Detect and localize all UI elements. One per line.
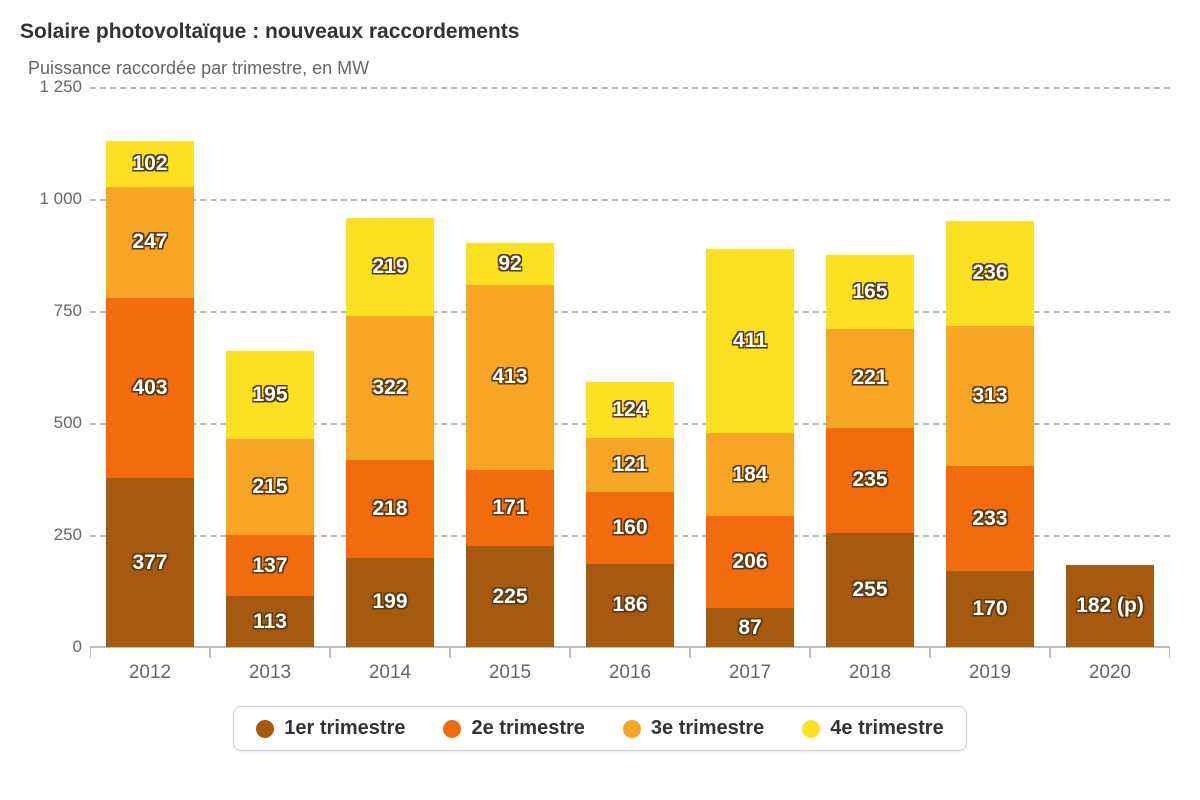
bar-segment: 255 [826,533,914,647]
legend-swatch [802,720,820,738]
bar-segment: 219 [346,218,434,316]
bar-segment: 206 [706,516,794,608]
stacked-bar: 182 (p) [1066,565,1154,647]
stacked-bar: 87206184411 [706,249,794,647]
stacked-bar: 22517141392 [466,243,554,647]
x-axis-tick: 2017 [690,648,810,684]
bar-segment: 322 [346,316,434,460]
bar-segment: 377 [106,478,194,647]
stacked-bar: 377403247102 [106,141,194,647]
x-axis-tick: 2020 [1050,648,1170,684]
bar-slot: 199218322219 [330,87,450,647]
bar-segment: 165 [826,255,914,329]
bar-slot: 377403247102 [90,87,210,647]
stacked-bar: 186160121124 [586,382,674,647]
legend-label: 3e trimestre [651,717,764,740]
x-axis-tick: 2014 [330,648,450,684]
x-axis-tick: 2012 [90,648,210,684]
legend-label: 1er trimestre [284,717,405,740]
stacked-bar: 170233313236 [946,221,1034,647]
bar-segment: 313 [946,326,1034,466]
legend-item[interactable]: 2e trimestre [443,717,584,740]
y-axis-tick: 1 250 [22,77,82,97]
stacked-bar: 113137215195 [226,351,314,647]
bar-segment: 87 [706,608,794,647]
legend-swatch [443,720,461,738]
x-axis: 201220132014201520162017201820192020 [90,647,1170,684]
bar-segment: 102 [106,141,194,187]
bar-slot: 182 (p) [1050,87,1170,647]
legend-label: 2e trimestre [471,717,584,740]
bar-segment: 411 [706,249,794,433]
bar-segment: 92 [466,243,554,284]
y-axis-tick: 0 [22,637,82,657]
chart-plot-area: 02505007501 0001 25037740324710211313721… [90,87,1170,647]
bar-segment: 225 [466,546,554,647]
y-axis-tick: 750 [22,301,82,321]
chart-subtitle: Puissance raccordée par trimestre, en MW [28,58,1180,79]
bar-segment: 221 [826,329,914,428]
chart-legend: 1er trimestre 2e trimestre 3e trimestre 4e … [233,706,966,751]
bar-segment: 413 [466,285,554,470]
bar-segment: 121 [586,438,674,492]
bar-segment: 186 [586,564,674,647]
bar-slot: 113137215195 [210,87,330,647]
bar-segment: 195 [226,351,314,438]
bar-segment: 124 [586,382,674,438]
x-axis-tick: 2016 [570,648,690,684]
legend-swatch [623,720,641,738]
bar-segment: 218 [346,460,434,558]
bar-slot: 22517141392 [450,87,570,647]
x-axis-tick: 2013 [210,648,330,684]
bar-segment: 233 [946,466,1034,570]
bar-segment: 170 [946,571,1034,647]
bar-segment: 113 [226,596,314,647]
legend-item[interactable]: 4e trimestre [802,717,943,740]
legend-label: 4e trimestre [830,717,943,740]
bar-segment: 236 [946,221,1034,327]
legend-item[interactable]: 1er trimestre [256,717,405,740]
legend-swatch [256,720,274,738]
bar-segment: 235 [826,428,914,533]
bar-slot: 87206184411 [690,87,810,647]
bar-slot: 170233313236 [930,87,1050,647]
bar-segment: 184 [706,433,794,515]
bar-slot: 186160121124 [570,87,690,647]
bar-segment: 215 [226,439,314,535]
stacked-bar: 199218322219 [346,218,434,647]
stacked-bar: 255235221165 [826,255,914,647]
bar-segment: 199 [346,558,434,647]
bar-segment: 171 [466,470,554,547]
bar-segment: 137 [226,535,314,596]
bar-segment: 403 [106,298,194,479]
chart-title: Solaire photovoltaïque : nouveaux raccor… [20,20,1180,44]
x-axis-tick: 2018 [810,648,930,684]
y-axis-tick: 500 [22,413,82,433]
bar-segment: 160 [586,492,674,564]
x-axis-tick: 2019 [930,648,1050,684]
y-axis-tick: 1 000 [22,189,82,209]
bar-slot: 255235221165 [810,87,930,647]
x-axis-tick: 2015 [450,648,570,684]
y-axis-tick: 250 [22,525,82,545]
bar-segment: 182 (p) [1066,565,1154,647]
bar-segment: 247 [106,187,194,298]
legend-item[interactable]: 3e trimestre [623,717,764,740]
